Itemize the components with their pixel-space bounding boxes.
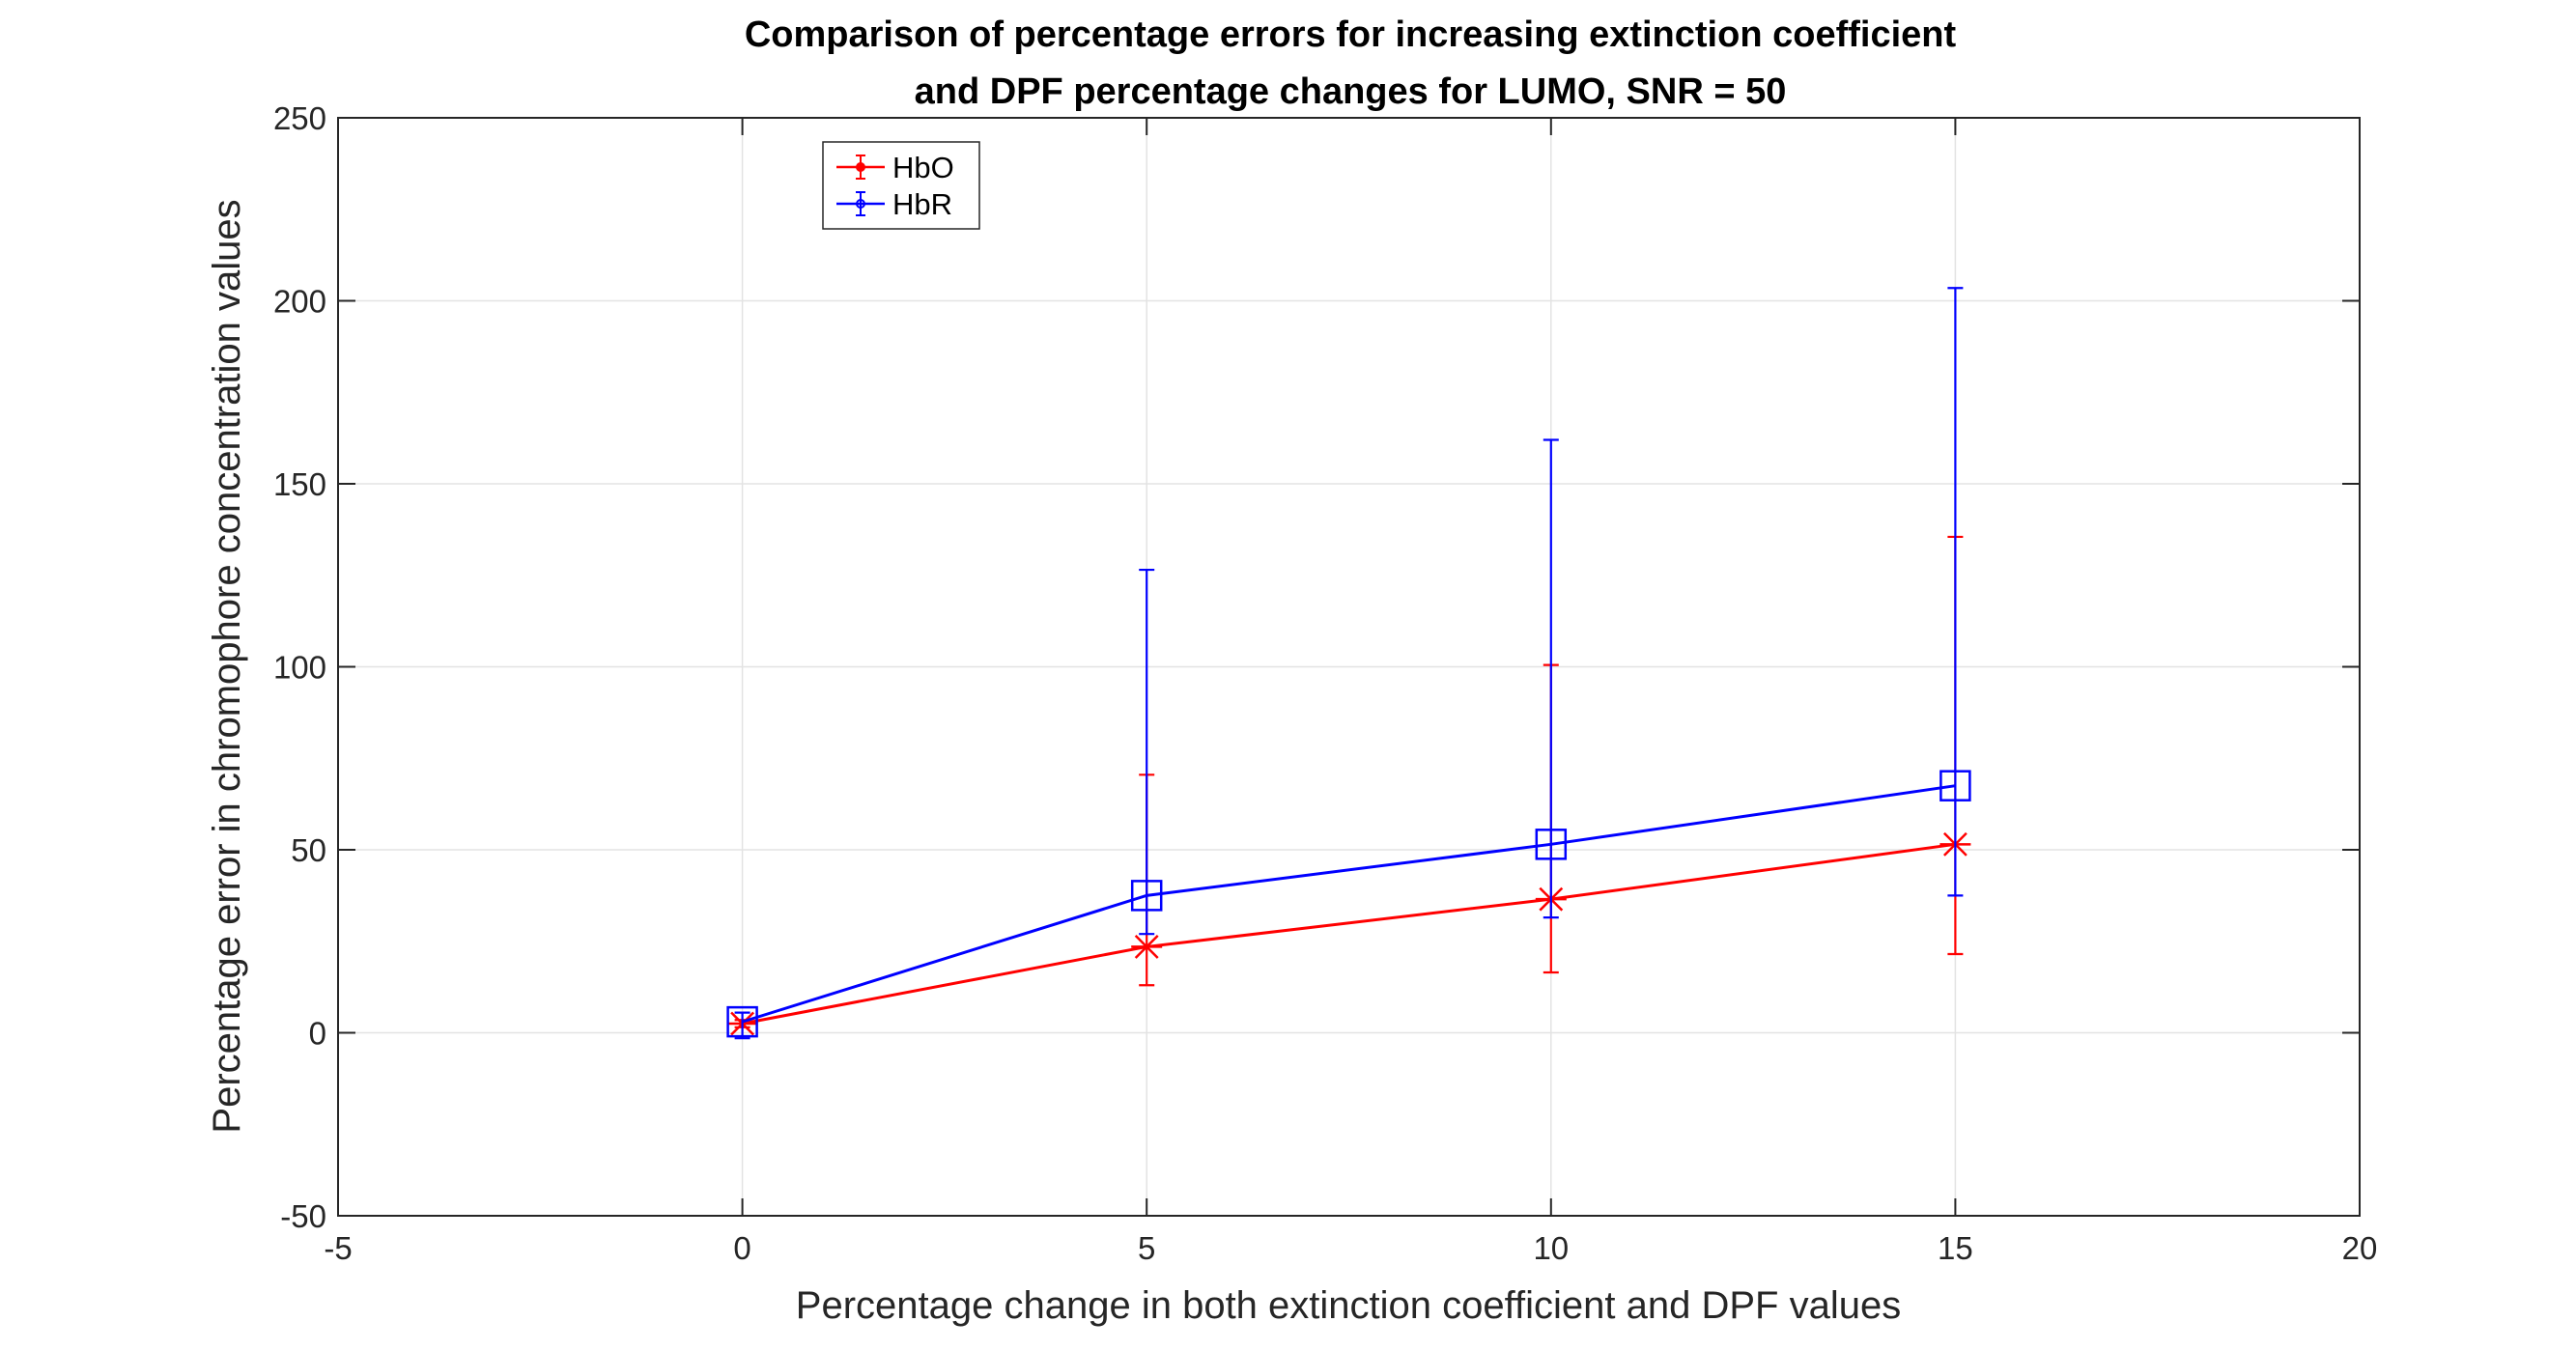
chart-title-line-2: and DPF percentage changes for LUMO, SNR… <box>915 71 1787 112</box>
error-bar-hbr <box>1947 287 1964 897</box>
y-tick-label: 100 <box>273 650 326 686</box>
data-point-hbr <box>1939 770 1971 802</box>
series-hbr <box>726 287 1971 1040</box>
legend-box <box>822 141 980 230</box>
series-line-hbr <box>742 784 1956 1024</box>
y-tick-label: -50 <box>280 1198 326 1234</box>
series-line-hbo <box>742 842 1956 1026</box>
x-tick-label: 5 <box>1138 1230 1155 1266</box>
data-point-hbr <box>1130 880 1163 912</box>
error-bar-hbr <box>734 1011 750 1040</box>
chart-title: Comparison of percentage errors for incr… <box>745 14 1957 112</box>
legend-item-hbr: HbR <box>836 187 952 221</box>
x-tick-label: 10 <box>1533 1230 1569 1266</box>
y-tick-label: 250 <box>273 100 326 136</box>
error-bar-hbr <box>1543 438 1559 919</box>
y-tick-label: 150 <box>273 466 326 502</box>
legend-item-hbo: HbO <box>836 151 954 184</box>
x-tick-label: 15 <box>1938 1230 1973 1266</box>
x-tick-label: -5 <box>324 1230 352 1266</box>
x-tick-label: 20 <box>2342 1230 2378 1266</box>
series-hbo <box>726 535 1971 1036</box>
y-tick-label: 50 <box>291 832 326 868</box>
legend-label: HbO <box>892 151 954 184</box>
grid-lines <box>337 117 2361 1217</box>
y-tick-label: 200 <box>273 284 326 320</box>
data-point-hbr <box>1535 829 1568 860</box>
data-point-hbr <box>726 1005 758 1038</box>
series-layer <box>726 287 1971 1040</box>
x-tick-label: 0 <box>733 1230 750 1266</box>
x-axis-label: Percentage change in both extinction coe… <box>796 1284 1901 1327</box>
y-axis-label: Percentage error in chromophore concentr… <box>206 199 248 1133</box>
data-point-hbo <box>1131 935 1163 959</box>
legend-label: HbR <box>892 187 952 221</box>
error-bar-hbr <box>1139 568 1155 936</box>
chart-title-line-1: Comparison of percentage errors for incr… <box>745 14 1957 55</box>
y-tick-label: 0 <box>309 1016 326 1052</box>
